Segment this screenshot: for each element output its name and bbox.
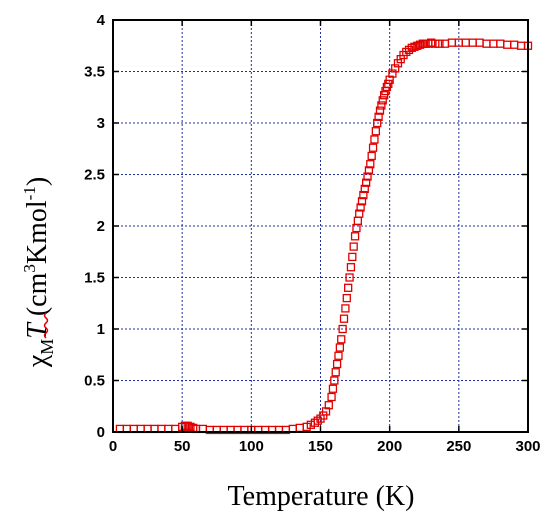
y-label-sup1: 3 xyxy=(20,264,39,273)
x-tick-label: 0 xyxy=(109,438,117,455)
data-point xyxy=(353,216,363,226)
data-point xyxy=(334,351,343,360)
data-point xyxy=(361,178,371,187)
y-label-units-pre: (cm xyxy=(22,272,53,323)
data-point xyxy=(342,293,351,303)
data-point xyxy=(368,143,378,152)
data-point xyxy=(378,96,387,105)
data-point xyxy=(370,135,379,144)
data-point xyxy=(510,40,519,49)
data-point xyxy=(341,304,350,313)
y-label-chi: χ xyxy=(22,354,53,368)
data-point xyxy=(356,203,365,212)
x-tick-label: 300 xyxy=(515,438,540,455)
grid xyxy=(113,20,528,432)
y-tick-label: 3.5 xyxy=(84,64,105,81)
data-point xyxy=(357,197,367,206)
data-series xyxy=(115,38,533,435)
y-tick-label: 1 xyxy=(97,321,105,338)
data-point xyxy=(363,172,372,181)
data-point xyxy=(345,273,354,282)
data-point xyxy=(330,376,339,385)
data-point xyxy=(366,160,375,169)
y-tick-label: 4 xyxy=(97,12,106,29)
data-point xyxy=(391,64,400,73)
data-point xyxy=(516,41,526,50)
x-axis-label: Temperature (K) xyxy=(228,481,415,512)
y-tick-label: 0.5 xyxy=(84,373,105,390)
data-point xyxy=(349,242,358,251)
y-tick-label: 2.5 xyxy=(84,167,105,184)
y-label-units-post: ) xyxy=(22,177,53,186)
y-label-sup2: -1 xyxy=(20,186,39,200)
x-tick-label: 50 xyxy=(174,438,191,455)
data-point xyxy=(302,422,311,432)
data-point xyxy=(373,118,382,128)
data-point xyxy=(346,263,356,272)
data-point xyxy=(332,359,342,369)
data-point xyxy=(355,209,364,218)
y-tick-label: 1.5 xyxy=(84,270,105,287)
data-point xyxy=(496,39,505,48)
data-point xyxy=(339,314,349,323)
data-point xyxy=(364,166,374,175)
data-point xyxy=(385,75,394,84)
data-point xyxy=(360,184,369,194)
data-point xyxy=(335,343,345,352)
data-point xyxy=(388,69,397,78)
data-point xyxy=(331,368,340,377)
data-point xyxy=(410,42,419,51)
data-point xyxy=(327,392,336,402)
data-point xyxy=(183,421,192,430)
data-point xyxy=(427,38,436,47)
data-point xyxy=(415,40,425,49)
data-point xyxy=(337,335,346,344)
data-point xyxy=(475,38,484,47)
data-point xyxy=(313,416,322,425)
data-point xyxy=(371,127,380,136)
data-point xyxy=(482,39,491,48)
data-point xyxy=(350,232,360,241)
data-point xyxy=(359,190,368,200)
data-point xyxy=(375,106,385,115)
data-point xyxy=(324,401,333,410)
data-point xyxy=(186,422,195,432)
data-point xyxy=(447,38,457,47)
x-tick-label: 200 xyxy=(377,438,402,455)
data-point xyxy=(367,151,376,161)
y-label-subscript: M xyxy=(37,339,57,355)
data-point xyxy=(374,112,383,121)
x-tick-labels: 0 50 100 150 200 250 300 xyxy=(109,438,541,455)
data-point xyxy=(328,384,338,393)
data-point xyxy=(413,41,422,50)
data-point xyxy=(435,39,444,48)
y-label-units-mid: Kmol xyxy=(22,200,53,264)
data-point xyxy=(489,39,498,48)
y-axis-label: χMT (cm3Kmol-1) xyxy=(20,177,57,368)
x-tick-label: 250 xyxy=(446,438,471,455)
y-tick-label: 0 xyxy=(97,424,105,441)
axis-ticks xyxy=(112,19,529,433)
data-point xyxy=(344,283,353,292)
data-point xyxy=(321,407,331,416)
data-point xyxy=(338,324,347,334)
data-point xyxy=(377,101,386,110)
data-point xyxy=(461,38,470,47)
spellcheck-underline xyxy=(43,312,49,339)
y-tick-label: 2 xyxy=(97,218,105,235)
data-point xyxy=(503,40,512,49)
y-tick-labels: 0 0.5 1 1.5 2 2.5 3 3.5 4 xyxy=(84,12,106,441)
data-point xyxy=(468,38,477,47)
data-point xyxy=(295,423,304,433)
data-point xyxy=(407,43,416,52)
x-tick-label: 100 xyxy=(239,438,264,455)
x-tick-label: 150 xyxy=(308,438,333,455)
y-tick-label: 3 xyxy=(97,115,105,132)
data-point xyxy=(348,252,357,262)
